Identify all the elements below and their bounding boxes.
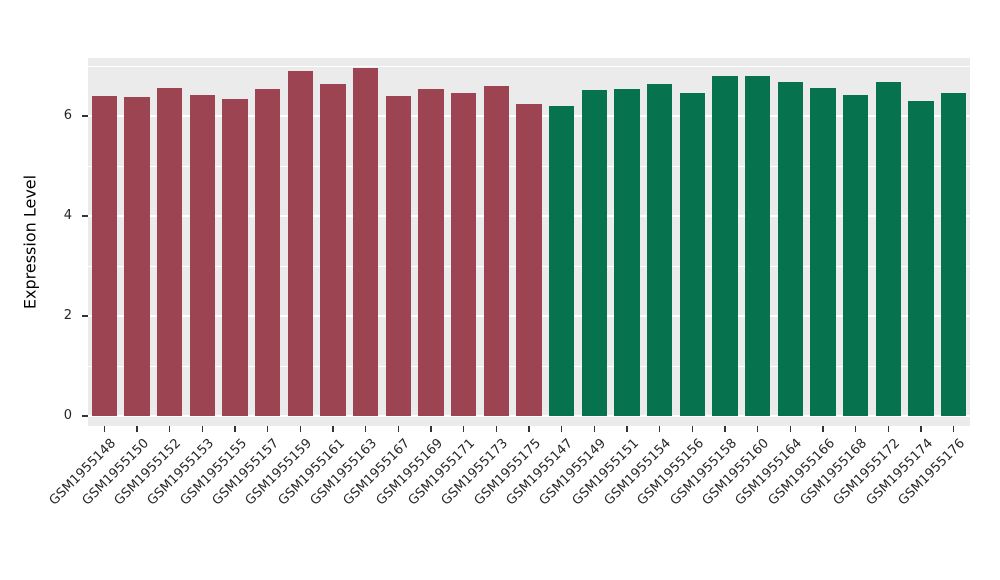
plot-panel (88, 58, 970, 426)
x-tick-mark (952, 426, 955, 432)
y-tick-label: 6 (63, 108, 72, 123)
bar-GSM1955173 (483, 85, 510, 416)
x-tick-mark (528, 426, 530, 432)
x-tick-mark (920, 426, 922, 432)
y-tick-mark (82, 415, 88, 417)
bar-GSM1955160 (744, 75, 771, 416)
bar-GSM1955150 (124, 97, 150, 416)
bar-GSM1955158 (712, 76, 738, 416)
bar-GSM1955148 (91, 96, 118, 416)
x-tick-mark (789, 426, 792, 432)
x-tick-mark (756, 426, 759, 432)
x-tick-mark (854, 426, 857, 432)
y-tick-mark (82, 115, 88, 117)
bar-GSM1955175 (516, 104, 542, 416)
y-axis-title: Expression Level (20, 174, 40, 310)
bar-GSM1955176 (940, 93, 967, 416)
bar-GSM1955149 (581, 90, 608, 416)
bar-GSM1955168 (842, 94, 869, 416)
x-tick-mark (822, 426, 824, 432)
bar-GSM1955163 (352, 68, 379, 416)
major-gridline (88, 415, 970, 417)
x-tick-mark (462, 426, 465, 432)
bar-GSM1955154 (646, 83, 673, 416)
y-tick-label: 0 (63, 408, 72, 423)
x-tick-mark (266, 426, 269, 432)
bar-GSM1955171 (450, 93, 477, 416)
minor-gridline (88, 65, 970, 67)
x-tick-mark (201, 426, 204, 432)
y-tick-mark (82, 215, 88, 217)
x-tick-mark (397, 426, 400, 432)
bar-GSM1955167 (385, 95, 412, 416)
bar-GSM1955164 (777, 82, 804, 416)
y-tick-label: 4 (63, 208, 72, 223)
x-tick-mark (136, 426, 138, 432)
bar-GSM1955174 (908, 101, 934, 416)
x-tick-mark (691, 426, 694, 432)
x-tick-mark (560, 426, 563, 432)
bar-GSM1955159 (287, 71, 314, 416)
bar-GSM1955157 (254, 88, 281, 416)
x-tick-mark (168, 426, 171, 432)
x-tick-mark (364, 426, 367, 432)
x-tick-mark (332, 426, 334, 432)
bar-GSM1955169 (418, 88, 444, 416)
bar-GSM1955166 (810, 88, 836, 416)
y-tick-label: 2 (63, 308, 72, 323)
bar-GSM1955151 (614, 89, 640, 416)
bar-GSM1955155 (222, 98, 248, 416)
x-tick-mark (593, 426, 596, 432)
bar-GSM1955152 (156, 88, 183, 416)
bar-GSM1955161 (320, 83, 346, 416)
x-tick-mark (430, 426, 432, 432)
x-tick-mark (234, 426, 236, 432)
y-tick-mark (82, 315, 88, 317)
x-tick-mark (658, 426, 661, 432)
x-tick-mark (299, 426, 302, 432)
x-tick-mark (495, 426, 498, 432)
bar-GSM1955172 (875, 82, 902, 416)
bar-GSM1955156 (679, 92, 706, 416)
x-tick-mark (724, 426, 726, 432)
x-tick-mark (103, 426, 106, 432)
x-tick-mark (626, 426, 628, 432)
x-tick-mark (887, 426, 890, 432)
bar-GSM1955153 (189, 95, 216, 416)
bar-GSM1955147 (548, 106, 575, 416)
